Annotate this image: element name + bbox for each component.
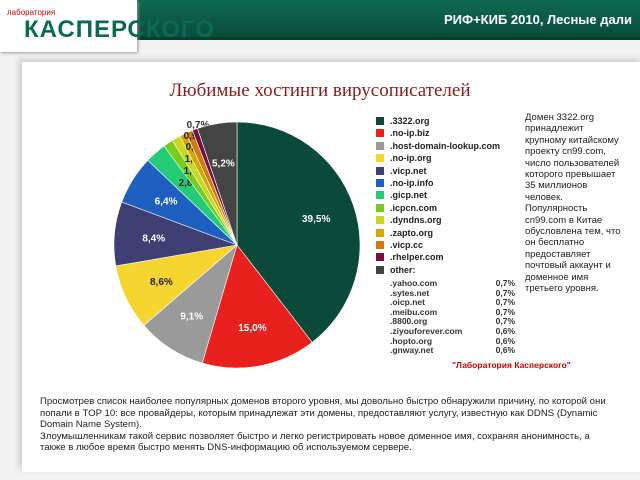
pie-chart: 39,5%15,0%9,1%8,6%8,4%6,4%2,8%1,3%1,1%0,… <box>113 120 361 369</box>
slice-label: 8,6% <box>150 277 173 288</box>
pie-slice <box>236 121 361 343</box>
logo-small-text: лаборатория <box>7 8 56 17</box>
legend-label: .vicp.net <box>390 165 427 176</box>
legend-label: .rhelper.com <box>390 252 444 263</box>
legend-swatch <box>376 154 384 163</box>
other-value: 0,7% <box>495 306 515 317</box>
header-bar: РИФ+КИБ 2010, Лесные дали <box>135 0 640 40</box>
body-paragraph: Злоумышленникам такой сервис позволяет б… <box>40 430 590 454</box>
legend-swatch <box>376 179 384 187</box>
legend-swatch <box>376 241 384 249</box>
other-value: 0,7% <box>495 287 515 298</box>
slice-label: 9,1% <box>180 311 203 322</box>
other-value: 0,6% <box>495 345 515 356</box>
legend-swatch <box>376 228 384 237</box>
body-paragraph: Просмотрев список наиболее популярных до… <box>40 396 606 431</box>
legend-swatch <box>376 265 384 274</box>
other-item: .gnway.net 0,6% <box>390 345 515 355</box>
other-item: .ziyouforever.com 0,6% <box>390 326 515 336</box>
logo-big-text: КАСПЕРСКОГО <box>24 16 215 43</box>
legend-label: .vicp.cc <box>390 240 424 250</box>
legend-label: .gicp.net <box>390 190 428 201</box>
legend-label: .no-ip.org <box>390 153 432 164</box>
body-text: Просмотрев список наиболее популярных до… <box>40 396 610 454</box>
other-name: .meibu.com <box>390 306 438 317</box>
pie-slice <box>197 121 238 246</box>
legend-label: .icpcn.com <box>390 202 438 213</box>
slice-label: 0,7% <box>187 120 210 131</box>
pie-slice <box>201 244 313 369</box>
slice-label: 2,8% <box>179 178 202 189</box>
legend-label: .no-ip.info <box>390 178 434 188</box>
other-name: .sytes.net <box>390 287 430 298</box>
legend-swatch <box>376 203 384 212</box>
legend-swatch <box>376 129 384 138</box>
kaspersky-logo: лаборатория КАСПЕРСКОГО <box>0 0 214 52</box>
legend-swatch <box>376 216 384 225</box>
legend-swatch <box>376 117 384 125</box>
slice-label: 39,5% <box>302 214 330 225</box>
other-value: 0,6% <box>495 335 515 346</box>
event-title: РИФ+КИБ 2010, Лесные дали <box>443 12 632 27</box>
other-item: .yahoo.com 0,7% <box>390 278 515 288</box>
legend-label: .host-domain-lookup.com <box>390 140 500 151</box>
other-name: .8800.org <box>390 316 428 327</box>
other-name: .yahoo.com <box>390 278 438 288</box>
slice-label: 5,2% <box>212 158 235 169</box>
other-name: .hopto.org <box>390 335 433 346</box>
other-item: .meibu.com 0,7% <box>390 307 515 317</box>
other-name: .oicp.net <box>390 297 425 308</box>
other-item: .sytes.net 0,7% <box>390 288 515 298</box>
other-item: .oicp.net 0,7% <box>390 297 515 307</box>
legend-label: .dyndns.org <box>390 215 442 226</box>
other-item: .hopto.org 0,6% <box>390 336 515 346</box>
legend-swatch <box>376 141 384 150</box>
slice-label: 8,4% <box>142 233 165 244</box>
side-note: Домен 3322.org принадлежит крупному кита… <box>525 112 621 295</box>
other-value: 0,7% <box>495 278 515 288</box>
other-name: .ziyouforever.com <box>390 326 463 336</box>
other-value: 0,7% <box>495 297 515 308</box>
other-name: .gnway.net <box>390 345 434 356</box>
legend-swatch <box>376 191 384 200</box>
legend-label: .3322.org <box>390 116 430 126</box>
legend-label: .zapto.org <box>390 227 433 238</box>
other-value: 0,6% <box>495 326 515 336</box>
legend-label: other: <box>390 264 416 275</box>
other-item: .8800.org 0,7% <box>390 316 515 326</box>
chart-source: "Лаборатория Касперского" <box>452 360 571 370</box>
chart-title: Любимые хостинги вирусописателей <box>169 80 471 101</box>
slice-label: 6,4% <box>155 197 178 208</box>
legend-label: .no-ip.biz <box>390 128 430 139</box>
slice-label: 15,0% <box>238 323 266 334</box>
legend-swatch <box>376 253 384 262</box>
other-value: 0,7% <box>495 316 515 327</box>
legend-swatch <box>376 166 384 175</box>
